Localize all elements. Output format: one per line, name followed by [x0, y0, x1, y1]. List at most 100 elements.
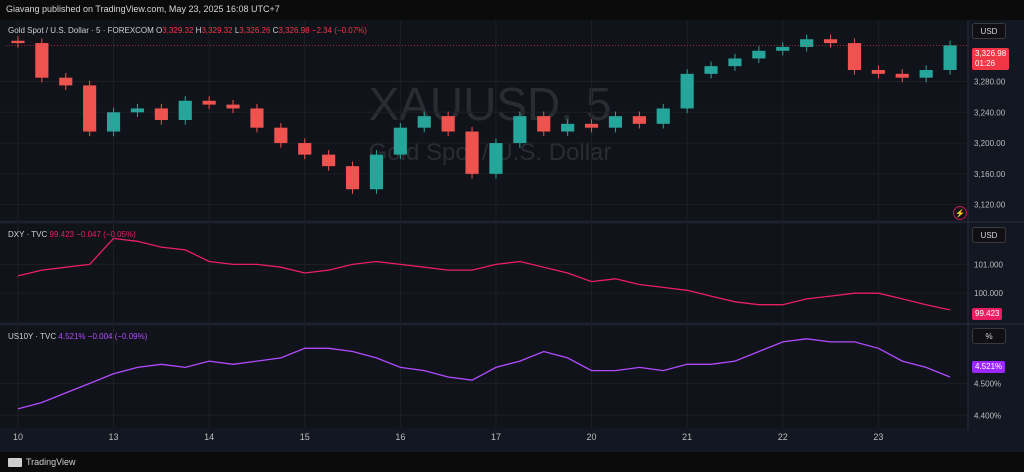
gold-open-label: O: [156, 26, 163, 35]
us10y-value: 4.521%: [58, 332, 86, 341]
gold-last-price: 3,326.98: [975, 49, 1007, 58]
dxy-change: −0.047 (−0.05%): [76, 230, 136, 239]
chart-svg[interactable]: XAUUSD, 5Gold Spot / U.S. Dollar10131415…: [0, 20, 1024, 452]
candle-body: [417, 116, 431, 128]
candle-body: [656, 108, 670, 124]
y-tick-label: 3,200.00: [974, 139, 1006, 148]
x-tick-label: 15: [300, 432, 310, 442]
candle-body: [369, 154, 384, 190]
candle-body: [298, 143, 312, 155]
candle-body: [322, 154, 336, 167]
y-tick-label: 4.500%: [974, 379, 1001, 388]
candle-body: [35, 43, 49, 78]
dxy-value: 99.423: [49, 230, 74, 239]
candle-body: [226, 104, 240, 109]
candle-body: [704, 66, 718, 74]
y-tick-label: 3,240.00: [974, 108, 1006, 117]
candle-body: [847, 43, 862, 70]
x-tick-label: 14: [204, 432, 214, 442]
x-tick-label: 21: [682, 432, 692, 442]
candle-body: [178, 100, 192, 120]
y-tick-label: 4.400%: [974, 411, 1001, 420]
us10y-change: −0.004 (−0.09%): [87, 332, 148, 341]
us10y-legend: US10Y · TVC 4.521% −0.004 (−0.09%): [8, 332, 147, 341]
y-tick-label: 3,160.00: [974, 170, 1006, 179]
chart-area[interactable]: XAUUSD, 5Gold Spot / U.S. Dollar10131415…: [0, 20, 1024, 472]
candle-body: [274, 127, 288, 144]
candle-body: [895, 73, 909, 78]
candle-body: [943, 45, 957, 70]
lightning-icon[interactable]: ⚡: [953, 206, 967, 220]
watermark-symbol: XAUUSD, 5: [369, 78, 612, 130]
candle-body: [513, 116, 527, 144]
candle-body: [823, 39, 838, 44]
tradingview-brand[interactable]: TradingView: [8, 457, 76, 467]
candle-body: [871, 70, 885, 74]
candle-body: [106, 112, 121, 132]
dxy-legend: DXY · TVC 99.423 −0.047 (−0.05%): [8, 230, 136, 239]
candle-body: [11, 40, 25, 44]
tradingview-logo-icon: [8, 457, 22, 467]
gold-bar-timer: 01:26: [975, 59, 996, 68]
candle-body: [250, 108, 264, 128]
candle-body: [632, 116, 646, 124]
gold-currency-button[interactable]: USD: [972, 23, 1006, 39]
candle-body: [919, 70, 933, 78]
candle-body: [441, 116, 455, 132]
candle-body: [608, 116, 623, 128]
candle-body: [800, 39, 814, 47]
x-tick-label: 13: [109, 432, 119, 442]
us10y-symbol-name: US10Y · TVC: [8, 332, 57, 341]
pane-background-1: [0, 224, 968, 322]
gold-high-label: H: [195, 26, 202, 35]
candle-body: [465, 131, 479, 174]
gold-change: −2.34 (−0.07%): [311, 26, 367, 35]
dxy-line: [17, 237, 951, 311]
candle-body: [680, 73, 694, 109]
y-tick-label: 3,120.00: [974, 201, 1006, 210]
pane-background-2: [0, 326, 968, 428]
x-tick-label: 23: [873, 432, 883, 442]
brand-label: TradingView: [26, 457, 76, 467]
candle-body: [728, 58, 742, 67]
candle-body: [83, 85, 97, 132]
candle-body: [561, 123, 575, 132]
candle-body: [584, 123, 599, 128]
candle-body: [130, 108, 145, 113]
candle-body: [776, 46, 790, 51]
x-tick-label: 10: [13, 432, 23, 442]
candle-body: [489, 143, 503, 174]
y-tick-label: 100.000: [974, 289, 1003, 298]
us10y-last-tag: 4.521%: [972, 361, 1006, 373]
gold-legend: Gold Spot / U.S. Dollar · 5 · FOREXCOM O…: [8, 26, 367, 35]
x-tick-label: 17: [491, 432, 501, 442]
y-tick-label: 3,280.00: [974, 78, 1006, 87]
gold-close: 3,326.98: [278, 26, 310, 35]
x-tick-label: 16: [395, 432, 405, 442]
candle-body: [345, 166, 360, 190]
x-tick-label: 22: [778, 432, 788, 442]
gold-close-label: C: [272, 26, 279, 35]
gold-open: 3,329.32: [162, 26, 194, 35]
gold-symbol-name: Gold Spot / U.S. Dollar · 5 · FOREXCOM: [8, 26, 154, 35]
gold-last-price-tag: 3,326.98 01:26: [972, 48, 1010, 70]
gold-high: 3,329.32: [201, 26, 233, 35]
candle-body: [202, 100, 216, 105]
x-tick-label: 20: [587, 432, 597, 442]
footer-bar: TradingView: [0, 452, 1024, 472]
gold-low: 3,326.26: [239, 26, 271, 35]
publish-info: Giavang published on TradingView.com, Ma…: [6, 4, 280, 14]
us10y-percent-button[interactable]: %: [972, 328, 1006, 344]
dxy-symbol-name: DXY · TVC: [8, 230, 48, 239]
candle-body: [752, 50, 766, 59]
y-tick-label: 101.000: [974, 260, 1003, 269]
dxy-currency-button[interactable]: USD: [972, 227, 1006, 243]
gold-low-label: L: [234, 26, 240, 35]
publish-header: Giavang published on TradingView.com, Ma…: [0, 0, 1024, 20]
candle-body: [537, 116, 551, 132]
candle-body: [393, 127, 407, 155]
us10y-line: [17, 338, 951, 410]
candle-body: [59, 77, 73, 86]
candle-body: [154, 108, 168, 120]
